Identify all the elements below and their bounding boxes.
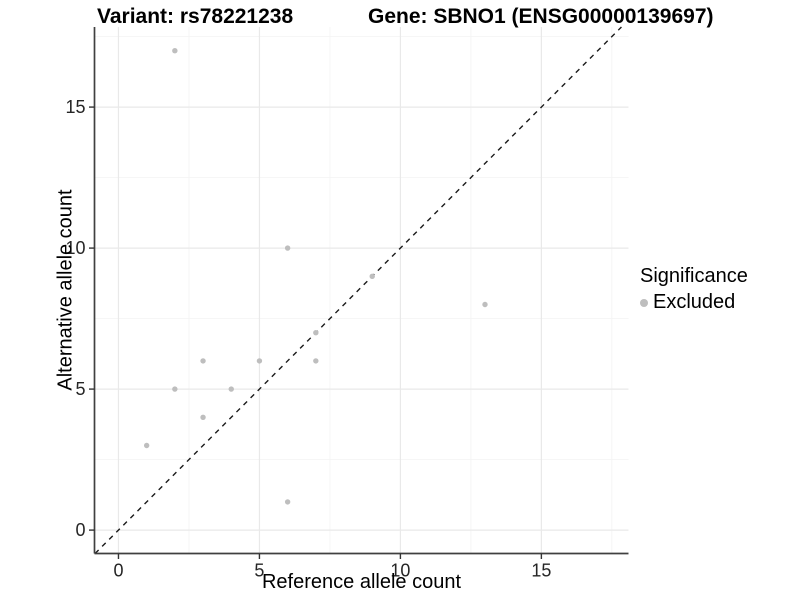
y-tick-label: 5 <box>75 379 85 399</box>
y-tick-label: 10 <box>65 238 85 258</box>
x-tick-label: 10 <box>390 561 410 581</box>
data-point <box>313 329 319 336</box>
data-point <box>284 245 291 251</box>
y-tick-label: 15 <box>65 97 85 117</box>
data-point <box>256 358 263 364</box>
legend-item-excluded: Excluded <box>640 291 748 314</box>
data-point <box>200 358 206 364</box>
data-point <box>482 301 488 308</box>
data-point <box>143 442 150 449</box>
legend-item-label: Excluded <box>653 291 736 313</box>
legend-title: Significance <box>640 265 748 287</box>
data-point <box>313 358 319 364</box>
y-axis-title: Alternative allele count <box>54 189 77 391</box>
data-point <box>172 386 178 392</box>
gene-title: Gene: SBNO1 (ENSG00000139697) <box>368 5 714 28</box>
x-tick-label: 0 <box>113 561 123 581</box>
x-tick-label: 5 <box>254 561 264 581</box>
data-point <box>284 499 291 505</box>
x-tick-label: 15 <box>531 561 551 581</box>
data-point <box>172 47 178 54</box>
x-axis-title: Reference allele count <box>261 571 461 593</box>
data-point <box>369 273 375 279</box>
variant-title: Variant: rs78221238 <box>97 5 294 28</box>
data-point <box>200 414 206 420</box>
data-point <box>228 386 234 392</box>
y-tick-label: 0 <box>75 520 85 540</box>
identity-line <box>94 26 622 554</box>
legend: Significance Excluded <box>640 265 748 314</box>
excluded-point-swatch <box>640 298 648 307</box>
